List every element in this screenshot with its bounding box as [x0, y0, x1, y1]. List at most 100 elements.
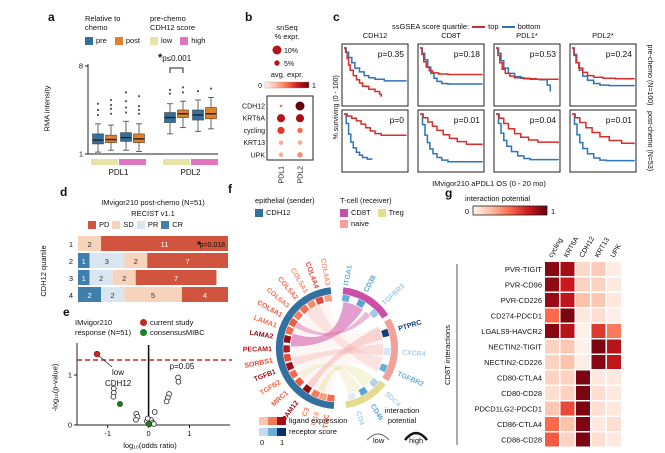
heatmap-cell-CD86-CD28-UPK [607, 432, 621, 447]
heatmap-cell-LGALS9-HAVCR2-CDH12 [576, 324, 590, 338]
receptor-label-CD38: CD38 [363, 274, 378, 293]
dot-cycling-PDL2 [297, 127, 303, 134]
km-curve-top [496, 113, 559, 144]
size-legend-10: 10% [284, 48, 298, 55]
panel-d-label: d [60, 185, 68, 199]
scale-one: 1 [280, 438, 285, 447]
heatmap-cell-PVR-CD96-UPK [607, 277, 621, 292]
consensus-point [117, 401, 123, 407]
heatmap-cell-LGALS9-HAVCR2-KRT13 [591, 324, 606, 338]
volcano-ylabel: -log₁₀(p-value) [50, 363, 60, 412]
heatmap-cell-NECTIN2-TIGIT-CDH12 [576, 339, 590, 354]
heatmap-cell-CD80-CD28-cycling [545, 386, 559, 400]
bar-value: 7 [186, 257, 190, 266]
km-curve-bottom [572, 113, 635, 162]
heatmap-cell-PDCD1LG2-PDCD1-KRT6A [560, 401, 575, 416]
red-dot-icon [140, 319, 147, 326]
volcano-title-2: response (N=51) [75, 328, 132, 337]
bar-seg-SD [112, 270, 136, 285]
km-curve-bottom [496, 113, 559, 161]
panel-f-label: f [228, 182, 232, 196]
recist-title: IMvigor210 post-chemo (N=51) [101, 198, 205, 207]
pre-label: pre [96, 36, 107, 45]
bar-seg-PR [89, 253, 125, 268]
km-pvalue: p=0 [390, 115, 405, 125]
bar-value: 2 [99, 274, 103, 283]
gene-row-label: CDH12 [242, 104, 265, 111]
heatmap-col-header: UPK [610, 243, 623, 259]
post-swatch [114, 36, 123, 45]
open-point [151, 409, 158, 415]
pre-swatch [85, 36, 93, 45]
heatmap-cell-LGALS9-HAVCR2-cycling [545, 324, 559, 338]
ligand-seg-PECAM1 [282, 344, 291, 354]
receptor-seg-SDC4 [368, 377, 380, 389]
heatmap-row-label: LGALS9-HAVCR2 [481, 327, 542, 336]
size-legend-dot-5 [274, 60, 280, 66]
heatmap-cell-PDCD1LG2-PDCD1-KRT13 [591, 401, 606, 416]
outlier [209, 87, 213, 90]
km-pvalue: p=0.01 [454, 115, 481, 125]
bar-seg-SD [124, 287, 182, 302]
panel-b-label: b [245, 10, 253, 24]
km-frame [493, 109, 561, 173]
annotation-cdh12: CDH12 [105, 379, 132, 388]
km-legend-title: ssGSEA score quartile: [392, 22, 470, 31]
heatmap-cell-CD80-CTLA4-UPK [607, 370, 621, 385]
score-band-low [91, 159, 118, 165]
cd8t-swatch [340, 208, 348, 217]
km-frame [341, 43, 409, 107]
km-pvalue: p=0.35 [378, 49, 405, 59]
heatmap-cell-PVR-CD96-cycling [545, 277, 559, 292]
gene-row-label: UPK [251, 152, 266, 159]
gene-row-label: KRT6A [243, 116, 266, 123]
heatmap-cell-PVR-TIGIT-KRT13 [591, 262, 606, 276]
snseq-title: snSeq [276, 23, 297, 32]
bottom-label: bottom [517, 22, 541, 31]
dot-matrix-frame [266, 95, 314, 161]
high-arc-icon [404, 431, 428, 441]
heatmap-gradient-bar [472, 205, 548, 216]
receiver-arc-naive [382, 318, 399, 382]
heatmap-row-label: CD274-PDCD1 [491, 312, 542, 321]
legend-chemo: pre post [85, 36, 140, 45]
heatmap-row-label: NECTIN2-TIGIT [488, 343, 542, 352]
x-tick: 1 [187, 429, 191, 438]
significance-bracket [169, 67, 184, 73]
chord-ribbon [295, 311, 371, 336]
chord-ribbon [291, 343, 384, 367]
ligand-seg-TGFB1 [284, 361, 295, 372]
outlier [124, 111, 128, 114]
ligand-seg-ADAM12 [301, 383, 313, 395]
bar-value: 11 [161, 240, 169, 249]
ligand-label-TNC: TNC [322, 414, 331, 429]
pd-swatch [88, 220, 96, 229]
outlier [109, 103, 113, 107]
km-frame [493, 43, 561, 107]
bar-seg-PD [181, 287, 228, 302]
x-tick: 0 [147, 429, 151, 438]
heatmap-cell-PDCD1LG2-PDCD1-UPK [607, 401, 621, 416]
outlier [109, 112, 113, 115]
outlier [96, 102, 100, 105]
ligand-label-LAMA2: LAMA2 [249, 330, 274, 341]
open-point [110, 393, 117, 400]
scale-zero: 0 [260, 438, 265, 447]
bar-seg-CR [78, 287, 102, 302]
quartile-label: 4 [69, 291, 73, 300]
heatmap-cell-CD274-PDCD1-cycling [545, 308, 559, 323]
heatmap-cell-PVR-TIGIT-CDH12 [576, 262, 590, 276]
rec-swatch-3 [277, 427, 286, 436]
lig-swatch-1 [259, 416, 268, 425]
arc-low-label: low [373, 436, 385, 445]
annotation-low: low [112, 368, 124, 377]
receptor-seg-CD4 [346, 391, 357, 401]
heatmap-cell-CD80-CTLA4-CDH12 [576, 370, 590, 385]
volcano-title-1: IMvigor210 [75, 318, 113, 327]
ligand-seg-IL16 [317, 391, 328, 402]
gene-row-label: KRT13 [243, 140, 265, 147]
dot-KRT13-PDL1 [278, 140, 284, 145]
treg-swatch [377, 208, 386, 217]
score-band-high [119, 159, 146, 165]
heatmap-cell-CD86-CTLA4-cycling [545, 417, 559, 431]
